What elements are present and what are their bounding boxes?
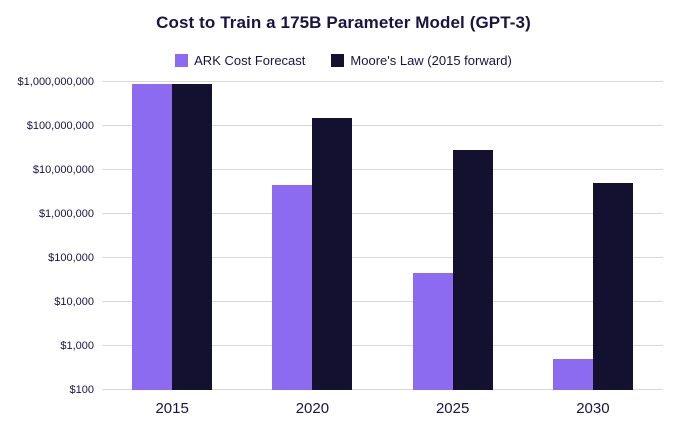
x-tick-label-2015: 2015	[155, 400, 189, 417]
y-axis: $100 $1,000 $10,000 $100,000 $1,000,000 $10,0…	[6, 76, 102, 396]
y-tick-label: $1,000,000	[38, 208, 94, 221]
gridline	[102, 125, 663, 126]
legend-item-moore: Moore's Law (2015 forward)	[331, 53, 512, 68]
x-axis: 2015 2020 2025 2030	[102, 400, 663, 417]
gridline	[102, 169, 663, 170]
bar-2030-moore	[592, 183, 633, 390]
x-tick-label-2025: 2025	[435, 400, 470, 417]
chart-body: $100 $1,000 $10,000 $100,000 $1,000,000 $10,0…	[0, 76, 687, 417]
gridline	[102, 257, 663, 258]
legend: ARK Cost Forecast Moore's Law (2015 forw…	[0, 53, 687, 68]
y-tick-label: $100,000,000	[26, 120, 94, 132]
gridline	[102, 301, 663, 302]
gridline	[102, 81, 663, 82]
x-tick-label-2030: 2030	[576, 400, 610, 417]
plot-wrap: 2015 2020 2025 2030	[102, 81, 663, 417]
bar-2015-ark	[132, 84, 173, 390]
bar-group-2025	[383, 82, 523, 390]
bar-groups	[102, 82, 663, 390]
y-tick-label: $100	[69, 384, 94, 396]
bar-group-2020	[242, 82, 382, 390]
legend-swatch-moore-icon	[331, 54, 345, 67]
legend-swatch-ark-icon	[175, 54, 189, 67]
bar-2025-moore	[452, 150, 493, 390]
y-tick-label: $1,000	[60, 340, 94, 353]
bar-2020-ark	[272, 184, 313, 390]
bar-2020-moore	[312, 118, 353, 390]
legend-label-ark: ARK Cost Forecast	[194, 53, 306, 68]
legend-label-moore: Moore's Law (2015 forward)	[350, 53, 512, 68]
bar-2025-ark	[412, 273, 453, 390]
bar-group-2030	[523, 82, 663, 390]
y-tick-label: $10,000	[54, 296, 94, 309]
y-tick-label: $100,000	[48, 252, 94, 264]
bar-group-2015	[102, 82, 242, 390]
legend-item-ark: ARK Cost Forecast	[175, 53, 305, 68]
bar-2015-moore	[172, 84, 213, 390]
x-tick-label-2020: 2020	[295, 400, 330, 417]
bar-2030-ark	[552, 359, 593, 390]
y-tick-label: $1,000,000,000	[17, 76, 94, 88]
gridline	[102, 345, 663, 346]
gridline	[102, 389, 663, 390]
plot-area	[102, 81, 663, 390]
gridline	[102, 213, 663, 214]
y-tick-label: $10,000,000	[32, 164, 94, 176]
chart-title: Cost to Train a 175B Parameter Model (GP…	[156, 13, 531, 32]
